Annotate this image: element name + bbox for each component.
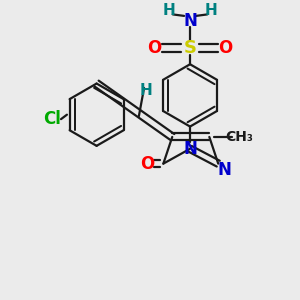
Text: N: N bbox=[183, 12, 197, 30]
Text: CH₃: CH₃ bbox=[225, 130, 253, 144]
Text: N: N bbox=[217, 160, 231, 178]
Text: O: O bbox=[218, 39, 233, 57]
Text: O: O bbox=[147, 39, 162, 57]
Text: Cl: Cl bbox=[43, 110, 61, 128]
Text: H: H bbox=[163, 3, 176, 18]
Text: N: N bbox=[183, 140, 197, 158]
Text: H: H bbox=[204, 3, 217, 18]
Text: S: S bbox=[184, 39, 196, 57]
Text: O: O bbox=[140, 154, 154, 172]
Text: H: H bbox=[139, 83, 152, 98]
